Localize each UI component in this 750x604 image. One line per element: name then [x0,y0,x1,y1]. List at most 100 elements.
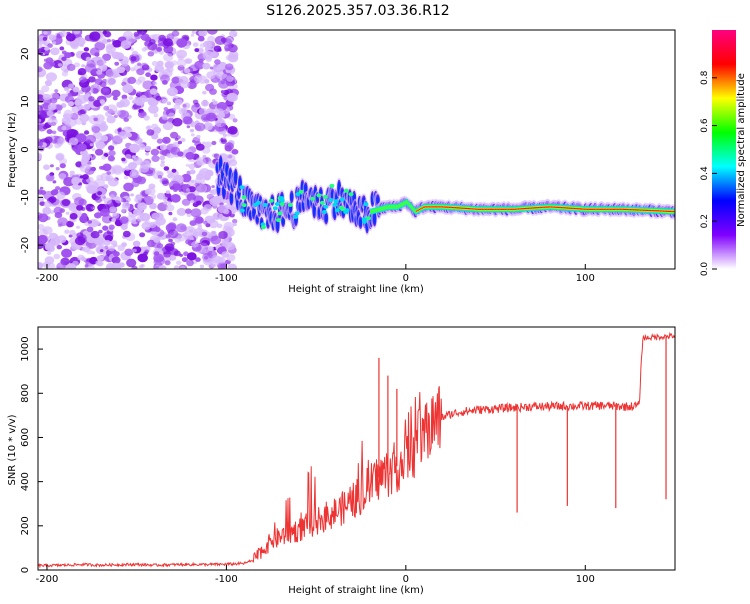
noise-blob [149,202,157,210]
noise-blob [139,232,146,238]
track-core-red [453,207,456,209]
track-core-green [403,201,405,206]
noise-blob [109,206,117,213]
noise-blob [146,125,152,130]
noise-blob [111,256,121,264]
noise-blob [98,229,103,234]
noise-blob [195,200,202,206]
noise-blob [190,199,195,204]
noise-blob [114,110,121,116]
noise-blob [76,225,80,229]
track-core-red [448,206,451,208]
track-core-red [479,208,482,210]
spectrogram-y-axis-label: Frequency (Hz) [7,112,18,188]
snr-series [38,331,675,569]
noise-blob [85,56,91,62]
track-mid [324,214,328,223]
noise-blob [86,257,92,263]
noise-blob [38,228,48,237]
track-core-red [568,207,571,209]
noise-blob [132,240,141,247]
track-blob [334,208,340,213]
noise-blob [226,75,234,82]
track-blob [274,202,280,206]
y-tick-label: 0 [20,146,31,152]
noise-blob [159,144,167,151]
noise-blob [111,51,121,60]
track-core-red [545,206,548,208]
noise-blob [128,143,141,153]
track-core-red [637,209,639,211]
noise-blob [159,162,165,168]
noise-blob [96,70,103,75]
track-core-green [372,208,375,213]
track-core-red [461,207,464,209]
noise-blob [128,96,134,101]
noise-blob [169,107,176,113]
noise-blob [133,31,140,37]
noise-blob [82,78,88,82]
noise-blob [145,152,150,156]
noise-blob [38,224,45,230]
noise-blob [68,83,74,89]
noise-blob [181,173,192,183]
colorbar-gradient [712,30,736,269]
track-core-red [444,206,447,208]
noise-blob [192,42,199,47]
noise-blob [39,186,44,190]
noise-blob [219,65,226,71]
track-blob [293,214,299,219]
track-blob [343,188,349,193]
track-core-red [474,208,477,210]
noise-blob [178,76,189,85]
noise-blob [59,46,65,51]
noise-blob [151,133,159,140]
noise-blob [124,248,134,256]
track-blob [329,183,335,188]
noise-blob [100,208,110,217]
track-blob [298,189,304,194]
noise-blob [197,35,205,42]
noise-blob [94,56,105,66]
noise-blob [64,229,70,234]
track-core-red [440,206,443,208]
track-core-green [408,203,411,208]
noise-blob [140,95,147,101]
track-core-green [391,204,394,209]
noise-blob [168,112,176,119]
track-blob [333,199,339,204]
noise-blob [207,35,216,43]
x-tick-label: 100 [576,574,595,585]
noise-blob [205,112,217,122]
track-core-red [664,210,667,212]
noise-blob [76,204,84,211]
track-core-red [434,206,437,208]
track-blob [322,209,327,214]
noise-blob [93,100,102,107]
noise-blob [89,143,94,147]
noise-blob [77,71,83,75]
track-blob [339,197,345,202]
noise-blob [232,218,238,224]
track-mid [312,204,316,217]
noise-blob [188,163,196,170]
track-blob [279,196,285,201]
noise-blob [158,43,162,47]
noise-blob [113,243,118,248]
noise-blob [150,194,157,200]
noise-blob [165,204,175,212]
noise-blob [186,259,194,267]
noise-blob [122,84,134,94]
x-tick-label: -200 [36,273,59,284]
noise-blob [56,191,66,200]
noise-blob [99,99,106,104]
noise-blob [177,55,184,61]
noise-blob [203,206,207,210]
track-core-green [394,204,397,209]
track-core-red [525,207,527,210]
noise-blob [88,96,95,102]
track-core-green [410,204,413,209]
noise-blob [149,88,158,95]
noise-blob [209,66,214,70]
